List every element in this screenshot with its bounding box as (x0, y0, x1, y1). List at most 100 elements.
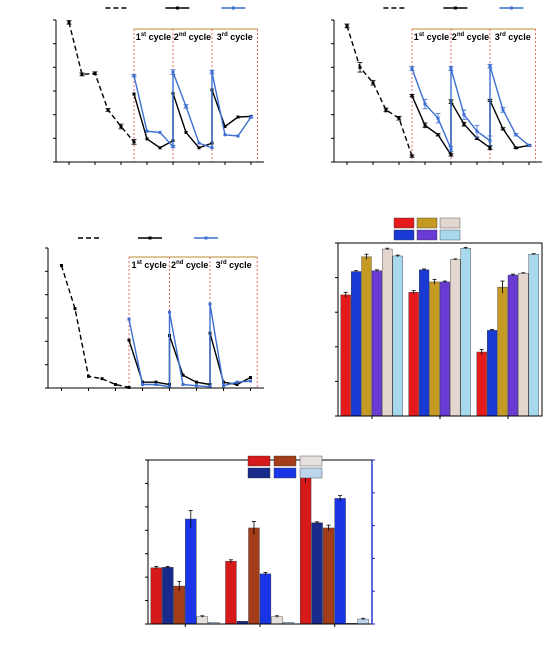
data-point (514, 146, 518, 150)
data-point (410, 94, 414, 98)
data-point (449, 67, 453, 71)
data-point (80, 72, 84, 76)
bar (225, 561, 237, 625)
data-point (397, 116, 401, 120)
bar (497, 286, 508, 417)
panel-c: 1st cycle 2nd cycle 3rd cycle (45, 236, 264, 391)
bar (162, 567, 174, 625)
bar (322, 527, 335, 625)
legend-marker (231, 6, 235, 10)
legend-marker (204, 236, 208, 240)
data-point (501, 127, 505, 131)
bar (408, 292, 419, 417)
legend-swatch (416, 217, 438, 229)
series-line (68, 22, 135, 143)
data-point (127, 338, 131, 342)
data-point (384, 108, 388, 112)
legend-marker (148, 236, 152, 240)
data-point (145, 129, 149, 133)
bar (340, 294, 351, 417)
legend-swatch (273, 455, 297, 467)
data-point (132, 140, 136, 144)
data-point (236, 134, 240, 138)
data-point (249, 115, 253, 119)
data-point (171, 70, 175, 74)
data-point (235, 380, 239, 384)
bar (185, 518, 197, 625)
series-line (60, 265, 130, 389)
bar (361, 256, 372, 417)
data-point (410, 67, 414, 71)
bar (351, 271, 362, 417)
data-point (236, 115, 240, 119)
legend-marker (175, 6, 179, 10)
cycle-label: 2nd cycle (171, 260, 208, 270)
data-point (210, 146, 214, 150)
bar (392, 255, 403, 417)
panel-d (335, 217, 543, 419)
cycle-label: 3rd cycle (217, 32, 253, 42)
data-point (141, 383, 144, 386)
data-point (423, 102, 427, 106)
panel-b: 1st cycle 2nd cycle 3rd cycle (331, 6, 542, 165)
data-point (145, 137, 149, 141)
data-point (119, 125, 123, 128)
data-point (184, 130, 188, 134)
bar (460, 247, 471, 417)
panel-a: 1st cycle 2nd cycle 3rd cycle (53, 6, 264, 165)
data-point (154, 383, 158, 386)
data-point (449, 153, 453, 157)
series-line (128, 303, 251, 388)
series-line (346, 25, 413, 157)
data-point (87, 374, 90, 378)
data-point (195, 384, 198, 388)
data-point (210, 70, 214, 74)
data-point (410, 154, 414, 158)
bar (382, 248, 393, 417)
cycle-label: 1st cycle (132, 260, 167, 270)
data-point (423, 123, 427, 127)
data-point (197, 146, 201, 150)
bar (150, 567, 162, 625)
cycle-label: 1st cycle (414, 32, 449, 42)
legend-swatch (299, 467, 323, 479)
data-point (73, 307, 77, 311)
data-point (127, 385, 131, 389)
legend-swatch (273, 467, 297, 479)
data-point (436, 116, 440, 120)
data-point (93, 71, 97, 75)
data-point (345, 24, 349, 28)
data-point (527, 143, 531, 147)
bar (429, 281, 440, 417)
data-point (501, 108, 505, 112)
series-line (128, 333, 251, 386)
data-point (67, 20, 71, 24)
data-point (488, 146, 492, 150)
bar (248, 527, 260, 625)
data-point (184, 104, 188, 108)
legend-swatch (416, 229, 438, 241)
bar (311, 522, 323, 625)
bar (271, 616, 283, 625)
data-point (195, 380, 198, 384)
data-point (488, 64, 492, 68)
cycle-label: 2nd cycle (452, 32, 489, 42)
bar (439, 281, 451, 417)
series-line (133, 71, 252, 149)
data-point (462, 122, 466, 126)
bar (476, 351, 487, 417)
bar (173, 585, 185, 625)
cycle-label: 3rd cycle (495, 32, 531, 42)
data-point (436, 133, 440, 137)
data-point (158, 146, 162, 150)
bar (487, 330, 498, 417)
bar (419, 269, 430, 417)
data-point (106, 108, 110, 112)
cycle-label: 1st cycle (136, 32, 171, 42)
bar (196, 616, 208, 625)
data-point (222, 384, 225, 388)
legend-marker (509, 6, 513, 10)
legend-swatch (439, 229, 461, 241)
cycle-label: 3rd cycle (216, 260, 252, 270)
